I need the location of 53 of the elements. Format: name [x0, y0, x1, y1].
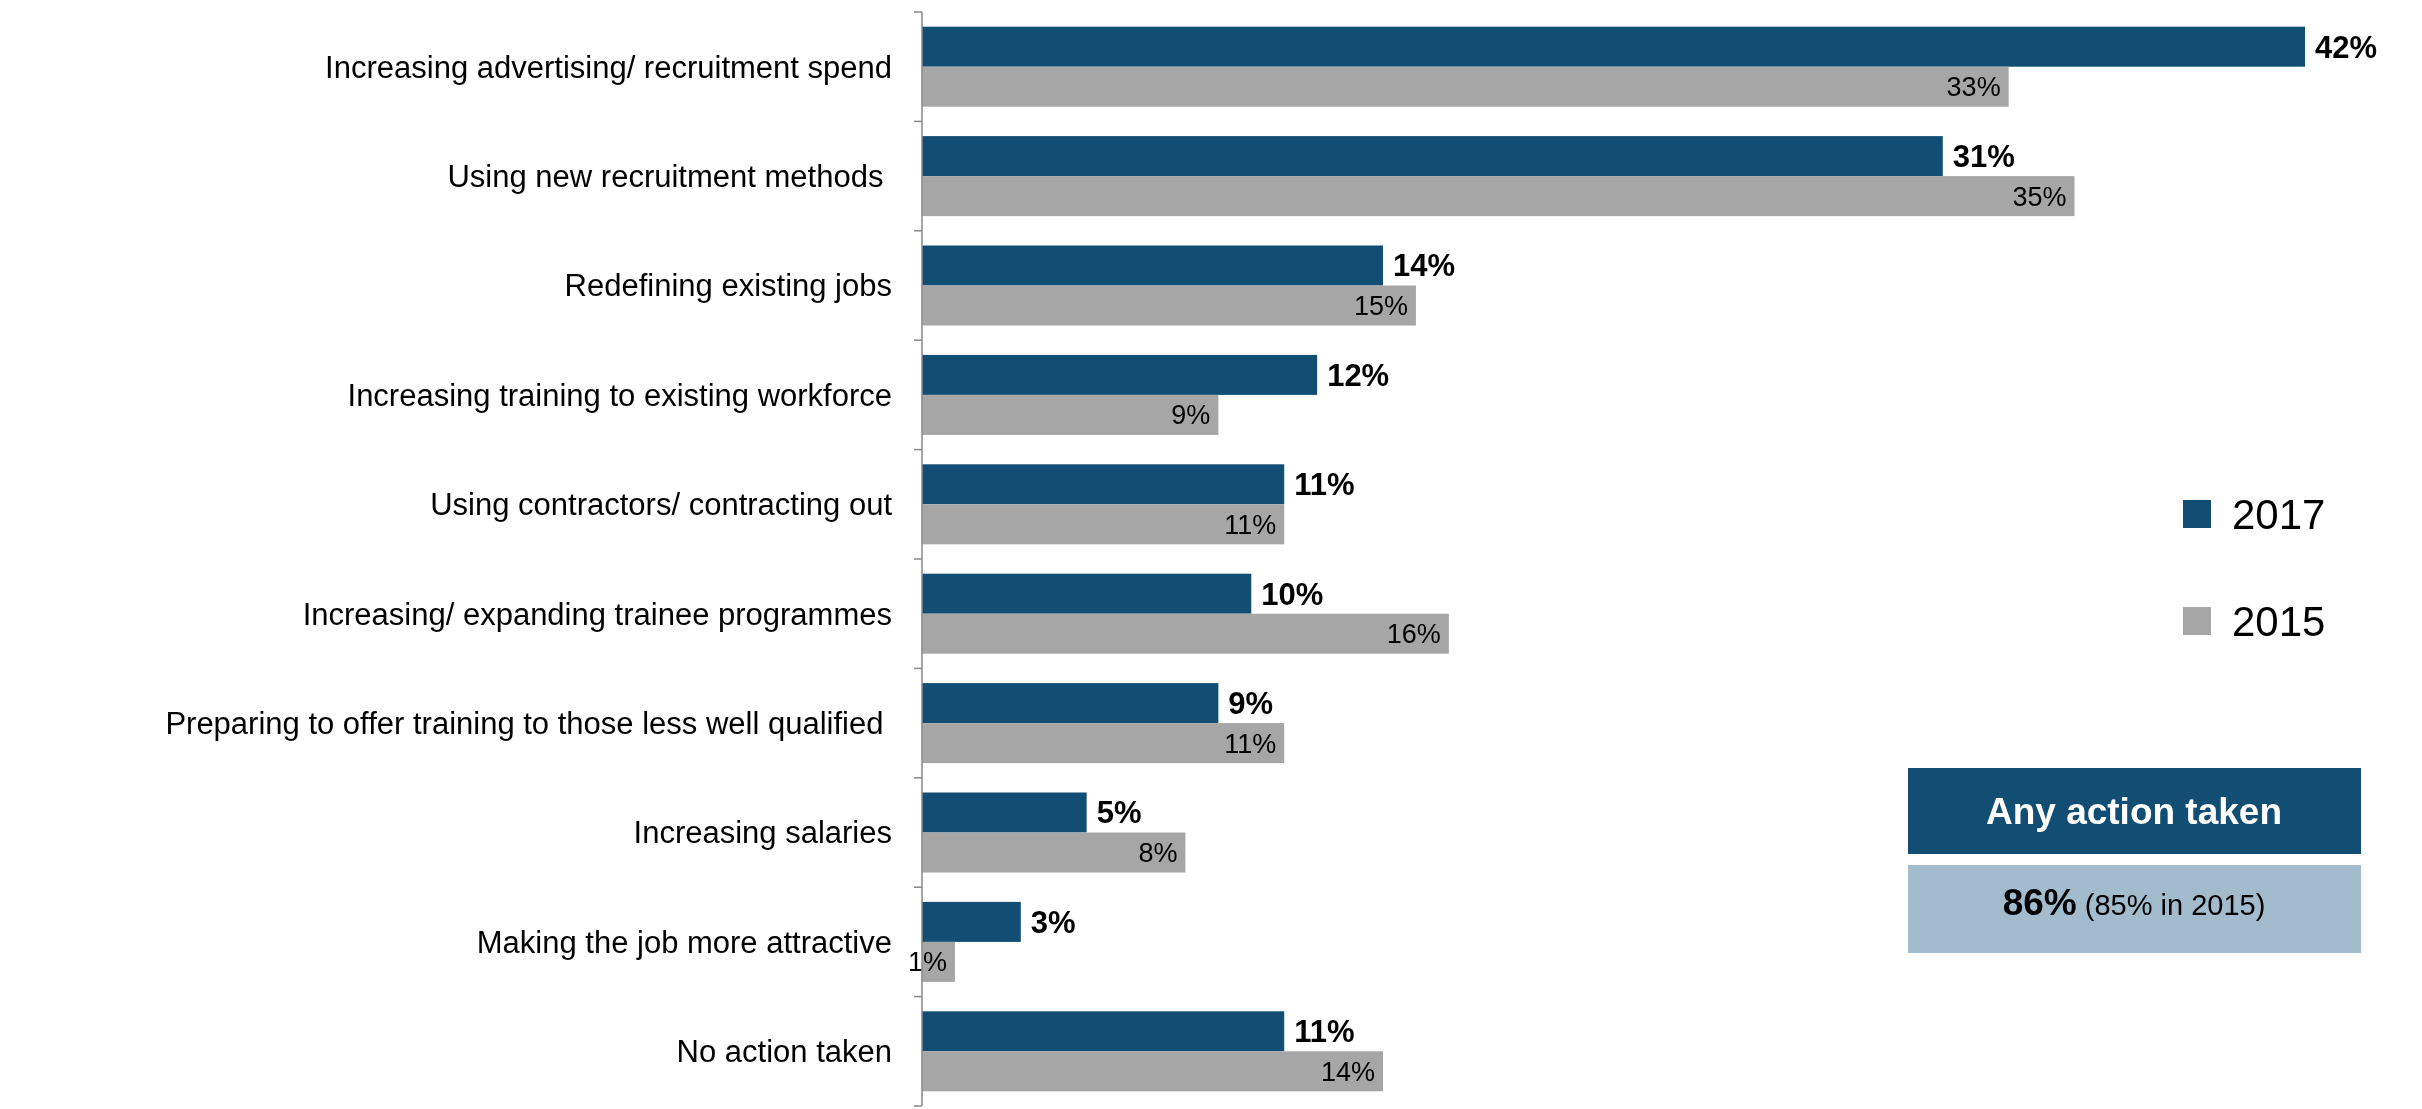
bar [922, 832, 1186, 873]
bar [922, 573, 1252, 614]
bar [922, 66, 2009, 107]
bar [922, 136, 1943, 177]
data-label: 14% [1393, 248, 1456, 284]
data-label: 11% [1224, 509, 1277, 540]
bar [922, 285, 1416, 326]
bar [922, 1011, 1285, 1052]
y-tick-label: Increasing/ expanding trainee programmes [302, 596, 892, 632]
bar [922, 504, 1285, 545]
data-label: 11% [1294, 467, 1355, 503]
data-label: 16% [1386, 619, 1441, 650]
bar [922, 792, 1087, 833]
data-label: 9% [1171, 400, 1211, 431]
bar [922, 613, 1449, 654]
bar [922, 901, 1021, 942]
annotation: Any action taken [1985, 790, 2283, 832]
data-label: 35% [2012, 181, 2067, 212]
y-tick-label: Increasing advertising/ recruitment spend [325, 49, 892, 85]
data-label: 33% [1946, 72, 2001, 103]
legend-label: 2017 [2232, 490, 2326, 538]
y-tick-label: Making the job more attractive [476, 924, 892, 960]
bar [922, 464, 1285, 505]
legend-label: 2015 [2232, 597, 2326, 645]
bar [922, 394, 1219, 435]
data-label: 14% [1320, 1056, 1375, 1087]
bar [922, 723, 1285, 764]
data-label: 11% [1294, 1014, 1355, 1050]
bar [922, 26, 2305, 67]
data-label: 15% [1353, 290, 1408, 321]
data-label: 42% [2315, 29, 2378, 65]
bar [922, 354, 1318, 395]
data-label: 1% [907, 947, 947, 978]
data-label: 8% [1138, 837, 1178, 868]
y-tick-label: Using contractors/ contracting out [430, 487, 893, 523]
y-tick-label: Preparing to offer training to those less well qualified [165, 705, 892, 741]
y-tick-label: No action taken [676, 1034, 892, 1070]
bar [922, 176, 2075, 217]
data-label: 9% [1228, 685, 1274, 721]
data-label: 11% [1224, 728, 1277, 759]
data-label: 5% [1096, 795, 1142, 831]
annotation: 86% (85% in 2015) [2002, 881, 2266, 923]
y-tick-label: Redefining existing jobs [564, 268, 892, 304]
y-tick-label: Using new recruitment methods [447, 158, 892, 194]
data-label: 31% [1952, 138, 2015, 174]
data-label: 3% [1030, 904, 1076, 940]
data-label: 12% [1327, 357, 1390, 393]
data-label: 10% [1261, 576, 1324, 612]
bar [922, 683, 1219, 724]
bar [922, 245, 1383, 286]
y-tick-label: Increasing training to existing workforce [347, 377, 892, 413]
y-tick-label: Increasing salaries [633, 815, 892, 851]
bar [922, 1051, 1383, 1092]
